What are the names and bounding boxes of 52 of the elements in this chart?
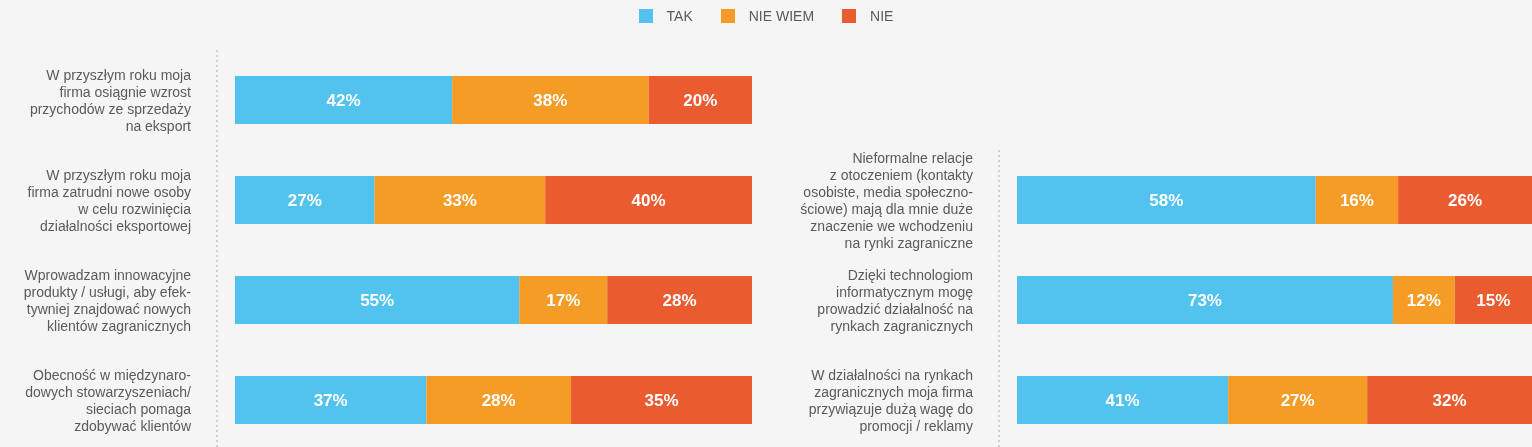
data-label: 28%: [662, 291, 697, 311]
data-label: 41%: [1105, 391, 1140, 411]
bar: [1392, 276, 1455, 324]
bar: [648, 76, 752, 124]
bar: [1367, 376, 1532, 424]
y-tick-label: W przyszłym roku moja firma zatrudni nowe osoby w celu rozwinięcia działalności eksportowej: [27, 166, 192, 234]
bar: [1017, 376, 1229, 424]
data-label: 28%: [481, 391, 516, 411]
data-label: 58%: [1149, 191, 1184, 211]
data-label: 27%: [287, 191, 322, 211]
y-tick-label: Obecność w międzynaro- dowych stowarzyszeniach/ sieciach pomaga zdobywać klientów: [25, 366, 192, 434]
y-tick-label: W działalności na rynkach zagranicznych moja firma przywiązuje dużą wagę do promocji / reklamy: [808, 366, 974, 434]
bar: [374, 176, 546, 224]
data-label: 35%: [644, 391, 679, 411]
bar: [452, 76, 649, 124]
legend-label: TAK: [666, 8, 693, 24]
data-label: 55%: [360, 291, 395, 311]
bar: [545, 176, 752, 224]
bar: [1017, 276, 1393, 324]
bar: [426, 376, 572, 424]
bar: [519, 276, 608, 324]
data-label: 37%: [313, 391, 348, 411]
y-tick-label: Wprowadzam innowacyjne produkty / usługi, aby efek- tywniej znajdować nowych klientów zagranicznych: [23, 266, 192, 334]
bar: [235, 376, 427, 424]
data-label: 17%: [546, 291, 581, 311]
data-label: 33%: [442, 191, 477, 211]
bar: [1315, 176, 1399, 224]
data-label: 42%: [326, 91, 361, 111]
y-tick-label: W przyszłym roku moja firma osiągnie wzrost przychodów ze sprzedaży na eksport: [29, 66, 192, 134]
data-label: 40%: [631, 191, 666, 211]
data-label: 15%: [1476, 291, 1511, 311]
data-label: 16%: [1339, 191, 1374, 211]
data-label: 26%: [1448, 191, 1483, 211]
data-label: 73%: [1187, 291, 1222, 311]
bar: [1398, 176, 1532, 224]
legend-label: NIE: [870, 8, 894, 24]
legend-label: NIE WIEM: [748, 8, 815, 24]
data-label: 32%: [1432, 391, 1467, 411]
data-label: 12%: [1406, 291, 1441, 311]
bar: [235, 276, 520, 324]
bar: [571, 376, 752, 424]
bar: [235, 76, 453, 124]
data-label: 38%: [533, 91, 568, 111]
bar: [1228, 376, 1368, 424]
bar: [1017, 176, 1316, 224]
bar: [235, 176, 375, 224]
bar: [1454, 276, 1532, 324]
bar: [607, 276, 752, 324]
y-tick-label: Nieformalne relacje z otoczeniem (kontakty osobiste, media społeczno- ściowe) mają dla mnie duże znaczenie we wchodzeniu na rynki zagraniczne: [800, 149, 974, 251]
data-label: 20%: [683, 91, 718, 111]
data-label: 27%: [1280, 391, 1315, 411]
y-tick-label: Dzięki technologiom informatycznym mogę prowadzić działalność na rynkach zagranicznych: [817, 266, 974, 334]
